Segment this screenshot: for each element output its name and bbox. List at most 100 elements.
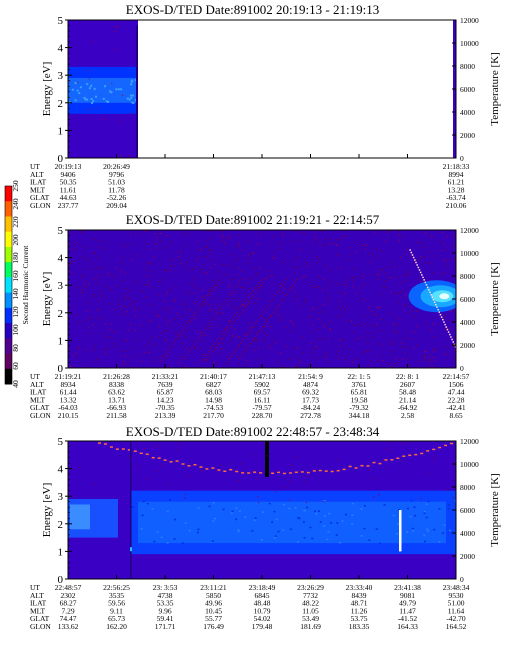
ephemeris-value: 213.39	[155, 411, 176, 420]
ephemeris-value: 49.96	[205, 599, 222, 608]
temperature-tick-label: 6000	[460, 506, 475, 515]
ephemeris-value: 13.28	[448, 185, 465, 194]
ephemeris-value: 69.57	[254, 388, 271, 397]
energy-tick-label: 4	[58, 253, 64, 265]
ephemeris-value: 59.41	[157, 614, 174, 623]
ephemeris-value: 23:11:21	[200, 583, 227, 592]
ephemeris-value: 10.79	[254, 606, 271, 615]
energy-axis-label: Energy [eV]	[41, 272, 53, 326]
ephemeris-value: 74.47	[60, 614, 77, 623]
ephemeris-value: 61.21	[448, 178, 465, 187]
ephemeris-value: 8.65	[449, 411, 462, 420]
ephemeris-value: 9.11	[110, 606, 123, 615]
ephemeris-value: 164.33	[397, 622, 418, 631]
spectrogram-area	[68, 441, 456, 579]
ephemeris-value: 3535	[109, 591, 124, 600]
ephemeris-value: 13.32	[60, 395, 77, 404]
ephemeris-value: 8439	[352, 591, 367, 600]
ephemeris-value: 23:33:40	[346, 583, 373, 592]
spectrogram-area	[68, 20, 456, 158]
temperature-tick-label: 12000	[460, 226, 479, 235]
ephemeris-row-label: MLT	[30, 185, 46, 194]
colorbar-tick-label: 60	[11, 362, 20, 370]
ephemeris-value: 14.98	[205, 395, 222, 404]
energy-tick-label: 3	[58, 280, 64, 292]
ephemeris-value: 68.27	[60, 599, 77, 608]
colorbar-tick-label: 80	[11, 344, 20, 352]
ephemeris-value: -52.26	[107, 193, 127, 202]
ephemeris-value: -42.41	[446, 403, 466, 412]
ephemeris-value: 133.62	[58, 622, 79, 631]
ephemeris-value: 17.73	[302, 395, 319, 404]
ephemeris-value: 6845	[255, 591, 270, 600]
colorbar-tick-label: 180	[11, 252, 20, 264]
ephemeris-row-label: UT	[30, 162, 40, 171]
ephemeris-row-label: GLAT	[30, 403, 50, 412]
ephemeris-value: 11.26	[351, 606, 368, 615]
temperature-tick-label: 2000	[460, 131, 475, 140]
temperature-tick-label: 8000	[460, 272, 475, 281]
colorbar-segment	[5, 246, 12, 263]
ephemeris-value: 22: 8: 1	[396, 372, 419, 381]
ephemeris-value: 20:19:13	[55, 162, 82, 171]
temperature-tick-label: 4000	[460, 108, 475, 117]
ephemeris-value: 21:54: 9	[298, 372, 323, 381]
energy-tick-label: 2	[58, 519, 64, 531]
ephemeris-value: 48.48	[254, 599, 271, 608]
ephemeris-value: 22:14:57	[443, 372, 470, 381]
ephemeris-value: 210.06	[446, 201, 467, 210]
ephemeris-value: 2302	[61, 591, 76, 600]
colorbar-segment	[5, 292, 12, 309]
colorbar-tick-label: 120	[11, 306, 20, 318]
ephemeris-value: 21.14	[399, 395, 416, 404]
energy-tick-label: 4	[58, 464, 64, 476]
ephemeris-value: 8934	[61, 380, 76, 389]
ephemeris-value: 23:41:38	[394, 583, 421, 592]
panel-3: 0 1 2 3 4 5 0 2000 4000 6000 8000 10000 12000 Energy …	[30, 436, 501, 631]
ephemeris-value: 59.56	[108, 599, 125, 608]
ephemeris-value: 1506	[449, 380, 464, 389]
temperature-tick-label: 12000	[460, 16, 479, 25]
ephemeris-value: 47.44	[448, 388, 465, 397]
ephemeris-value: -66.93	[107, 403, 127, 412]
ephemeris-value: 217.70	[203, 411, 224, 420]
temperature-tick-label: 0	[460, 575, 464, 584]
ephemeris-row-label: GLON	[30, 411, 51, 420]
ephemeris-value: 7639	[158, 380, 173, 389]
ephemeris-value: 7.29	[61, 606, 74, 615]
colorbar-tick-label: 40	[11, 380, 20, 388]
ephemeris-value: 21:47:13	[249, 372, 276, 381]
ephemeris-value: -79.32	[349, 403, 369, 412]
energy-tick-label: 1	[58, 125, 64, 137]
energy-tick-label: 2	[58, 98, 64, 110]
ephemeris-value: 183.35	[349, 622, 370, 631]
ephemeris-value: 22.28	[448, 395, 465, 404]
ephemeris-row-label: UT	[30, 372, 40, 381]
ephemeris-value: 11.61	[60, 185, 77, 194]
ephemeris-value: -41.52	[398, 614, 418, 623]
colorbar-tick-label: 100	[11, 324, 20, 336]
energy-axis-label: Energy [eV]	[41, 62, 53, 116]
ephemeris-value: 176.49	[203, 622, 224, 631]
ephemeris-value: 55.77	[205, 614, 222, 623]
colorbar: 40 60 80 100 120 140 160 180 200 220 240 250 Second …	[4, 180, 30, 388]
ephemeris-value: 16.11	[254, 395, 271, 404]
panel-1: 0 1 2 3 4 5 0 2000 4000 6000 8000 10000 12000 Energy …	[30, 15, 501, 210]
temperature-tick-label: 4000	[460, 529, 475, 538]
ephemeris-value: 210.15	[58, 411, 79, 420]
ephemeris-row-label: GLAT	[30, 193, 50, 202]
ephemeris-value: -63.74	[446, 193, 466, 202]
colorbar-segment	[5, 201, 12, 217]
ephemeris-value: 9.96	[158, 606, 171, 615]
colorbar-tick-label: 220	[11, 216, 20, 228]
temperature-tick-label: 0	[460, 364, 464, 373]
ephemeris-value: 14.23	[157, 395, 174, 404]
ephemeris-value: 209.04	[106, 201, 127, 210]
ephemeris-row-label: GLAT	[30, 614, 50, 623]
ephemeris-value: 228.70	[252, 411, 273, 420]
panel-3-title: EXOS-D/TED Date:891002 22:48:57 - 23:48:…	[125, 424, 380, 439]
ephemeris-value: 53.75	[351, 614, 368, 623]
ephemeris-value: 7732	[303, 591, 318, 600]
ephemeris-value: 237.77	[58, 201, 79, 210]
ephemeris-value: 22:56:25	[103, 583, 130, 592]
